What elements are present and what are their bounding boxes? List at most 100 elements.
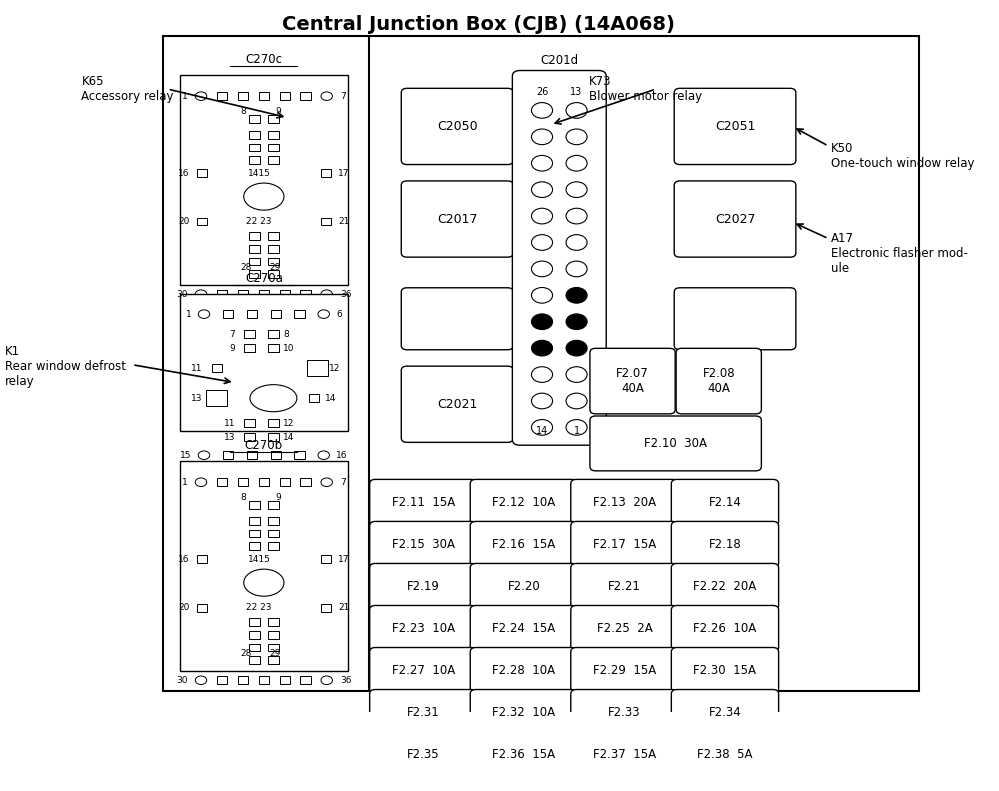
Text: 7: 7 (340, 478, 346, 486)
Circle shape (531, 155, 552, 171)
FancyBboxPatch shape (249, 517, 260, 524)
Text: 28: 28 (240, 263, 252, 271)
FancyBboxPatch shape (570, 521, 678, 568)
FancyBboxPatch shape (249, 644, 260, 652)
Text: F2.32  10A: F2.32 10A (493, 706, 555, 719)
Text: 7: 7 (340, 92, 346, 100)
Text: K65
Accessory relay: K65 Accessory relay (81, 75, 174, 103)
FancyBboxPatch shape (268, 618, 279, 626)
Circle shape (531, 340, 552, 356)
FancyBboxPatch shape (674, 89, 796, 165)
Text: 11: 11 (224, 418, 235, 428)
Circle shape (566, 287, 587, 303)
FancyBboxPatch shape (249, 501, 260, 509)
FancyBboxPatch shape (671, 648, 778, 694)
Text: F2.34: F2.34 (708, 706, 741, 719)
FancyBboxPatch shape (217, 479, 227, 486)
FancyBboxPatch shape (244, 344, 255, 352)
FancyBboxPatch shape (197, 169, 207, 177)
Text: 26: 26 (535, 87, 548, 97)
FancyBboxPatch shape (268, 543, 279, 551)
Text: K1
Rear window defrost
relay: K1 Rear window defrost relay (5, 346, 126, 388)
FancyBboxPatch shape (280, 676, 290, 684)
Circle shape (318, 451, 330, 460)
FancyBboxPatch shape (268, 143, 279, 151)
Text: K73
Blower motor relay: K73 Blower motor relay (589, 75, 702, 103)
FancyBboxPatch shape (268, 271, 279, 278)
Text: 22 23: 22 23 (247, 603, 272, 612)
FancyBboxPatch shape (259, 479, 269, 486)
Circle shape (566, 419, 587, 435)
FancyBboxPatch shape (217, 93, 227, 100)
Text: 21: 21 (338, 603, 350, 612)
Text: 36: 36 (340, 676, 352, 685)
Text: F2.27  10A: F2.27 10A (392, 664, 455, 677)
Text: 30: 30 (176, 676, 188, 685)
FancyBboxPatch shape (590, 348, 675, 414)
Text: F2.15  30A: F2.15 30A (392, 538, 455, 551)
Circle shape (321, 478, 333, 486)
FancyBboxPatch shape (268, 517, 279, 524)
Text: 1: 1 (186, 309, 192, 319)
Circle shape (566, 367, 587, 382)
Text: 16: 16 (178, 554, 190, 564)
Text: F2.30  15A: F2.30 15A (693, 664, 756, 677)
Text: 17: 17 (338, 554, 350, 564)
Text: F2.36  15A: F2.36 15A (493, 748, 555, 761)
FancyBboxPatch shape (671, 563, 778, 610)
Text: 8: 8 (241, 494, 247, 502)
Circle shape (195, 92, 207, 100)
FancyBboxPatch shape (370, 774, 477, 791)
Text: F2.33: F2.33 (608, 706, 640, 719)
Text: 7: 7 (230, 330, 235, 339)
Circle shape (566, 208, 587, 224)
Circle shape (198, 451, 210, 460)
Text: F2.10  30A: F2.10 30A (644, 437, 707, 450)
Text: F2.14: F2.14 (708, 496, 741, 509)
Text: F2.35: F2.35 (407, 748, 440, 761)
FancyBboxPatch shape (674, 288, 796, 350)
Text: 20: 20 (178, 217, 190, 226)
Text: 9: 9 (230, 344, 235, 353)
Circle shape (531, 129, 552, 145)
FancyBboxPatch shape (512, 70, 606, 445)
FancyBboxPatch shape (307, 361, 328, 376)
FancyBboxPatch shape (570, 648, 678, 694)
Text: F2.21: F2.21 (608, 580, 640, 593)
FancyBboxPatch shape (471, 774, 577, 791)
Circle shape (321, 290, 333, 298)
FancyBboxPatch shape (223, 451, 233, 459)
FancyBboxPatch shape (402, 181, 513, 257)
FancyBboxPatch shape (238, 93, 248, 100)
Text: 28: 28 (240, 649, 252, 657)
FancyBboxPatch shape (321, 555, 331, 563)
FancyBboxPatch shape (370, 732, 477, 778)
Text: 14: 14 (535, 426, 548, 436)
Text: C201d: C201d (540, 54, 578, 67)
Text: 9: 9 (276, 108, 281, 116)
FancyBboxPatch shape (471, 648, 577, 694)
Text: F2.19: F2.19 (407, 580, 440, 593)
FancyBboxPatch shape (259, 93, 269, 100)
Ellipse shape (250, 384, 297, 412)
Text: F2.26  10A: F2.26 10A (693, 623, 756, 635)
FancyBboxPatch shape (321, 169, 331, 177)
Text: F2.29  15A: F2.29 15A (592, 664, 656, 677)
Circle shape (531, 208, 552, 224)
FancyBboxPatch shape (268, 115, 279, 123)
FancyBboxPatch shape (268, 644, 279, 652)
FancyBboxPatch shape (268, 258, 279, 265)
FancyBboxPatch shape (295, 451, 305, 459)
FancyBboxPatch shape (301, 93, 311, 100)
FancyBboxPatch shape (271, 451, 281, 459)
Circle shape (566, 340, 587, 356)
FancyBboxPatch shape (268, 232, 279, 240)
Text: 22 23: 22 23 (247, 217, 272, 226)
FancyBboxPatch shape (268, 157, 279, 165)
Text: 17: 17 (338, 168, 350, 178)
Circle shape (566, 155, 587, 171)
Text: 11: 11 (191, 364, 203, 373)
FancyBboxPatch shape (671, 690, 778, 736)
Text: 21: 21 (338, 217, 350, 226)
FancyBboxPatch shape (268, 657, 279, 664)
